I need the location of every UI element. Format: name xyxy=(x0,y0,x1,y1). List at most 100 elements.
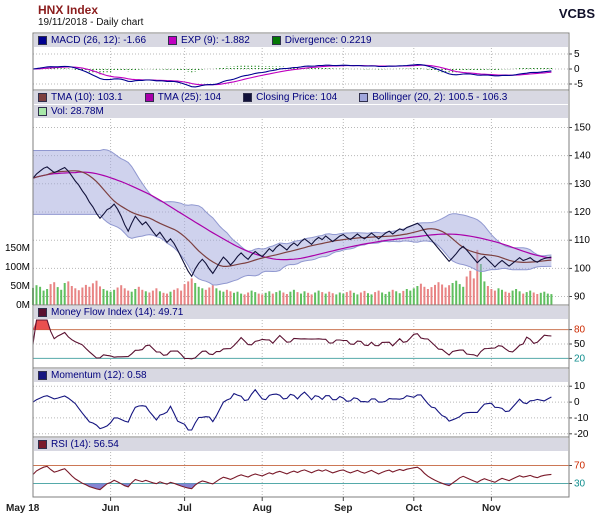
volume-bar xyxy=(352,292,355,305)
volume-bar xyxy=(81,287,84,305)
volume-bar xyxy=(303,291,306,305)
volume-bar xyxy=(321,292,324,305)
volume-bar xyxy=(296,292,299,305)
volume-bar xyxy=(451,283,454,305)
volume-bar xyxy=(49,284,52,305)
momentum-tick-label: -10 xyxy=(574,413,589,424)
volume-bar xyxy=(42,290,45,305)
volume-bar xyxy=(409,290,412,305)
volume-legend-item: Vol: 28.78M xyxy=(38,106,104,117)
volume-bar xyxy=(342,293,345,305)
volume-bar xyxy=(416,286,419,305)
volume-bar xyxy=(257,293,260,305)
macd-tick-label: 5 xyxy=(574,49,580,60)
tma25-legend-item: TMA (25): 104 xyxy=(144,92,222,103)
volume-bar xyxy=(95,280,98,305)
volume-bar xyxy=(441,284,444,305)
volume-bar xyxy=(497,288,500,305)
volume-bar xyxy=(102,289,105,305)
volume-bar xyxy=(225,289,228,305)
volume-bar xyxy=(370,294,373,305)
bollinger-legend-item: Bollinger (20, 2): 100.5 - 106.3 xyxy=(359,92,507,103)
volume-bar xyxy=(546,293,549,305)
volume-bar xyxy=(116,287,119,305)
month-label: Sep xyxy=(334,503,352,514)
volume-bar xyxy=(173,289,176,305)
volume-bar xyxy=(201,288,204,305)
volume-bar xyxy=(391,289,394,305)
volume-bar xyxy=(123,288,126,305)
volume-bar xyxy=(469,270,472,305)
momentum-tick-label: 10 xyxy=(574,381,586,392)
volume-bar xyxy=(504,291,507,305)
volume-bar xyxy=(359,292,362,305)
month-label: May 18 xyxy=(6,503,40,514)
volume-bar xyxy=(120,285,123,305)
close-line xyxy=(32,166,552,278)
volume-bar xyxy=(356,294,359,305)
price-tick-label: 130 xyxy=(574,179,591,190)
exp-swatch-icon xyxy=(168,36,178,45)
bollinger-swatch-icon xyxy=(359,93,369,102)
rsi-legend: RSI (14): 56.54 xyxy=(34,438,568,451)
volume-bar xyxy=(501,289,503,305)
volume-bar xyxy=(377,290,380,305)
volume-label: Vol: 28.78M xyxy=(51,106,104,117)
volume-bar xyxy=(532,292,535,305)
volume-bar xyxy=(381,292,384,305)
tma25-label: TMA (25): 104 xyxy=(157,92,222,103)
volume-bar xyxy=(187,281,190,305)
volume-bar xyxy=(106,290,109,305)
macd-tick-label: -5 xyxy=(574,79,583,90)
volume-bar xyxy=(91,283,94,305)
volume-bar xyxy=(88,286,91,305)
volume-bar xyxy=(148,292,151,305)
mfi-legend-item: Money Flow Index (14): 49.71 xyxy=(38,307,183,318)
volume-bar xyxy=(137,286,140,305)
volume-bar xyxy=(479,264,482,305)
volume-bar xyxy=(222,291,225,305)
tma10-label: TMA (10): 103.1 xyxy=(51,92,123,103)
momentum-legend-item: Momentum (12): 0.58 xyxy=(38,370,147,381)
volume-bar xyxy=(176,288,179,305)
volume-bar xyxy=(130,291,133,305)
rsi-tick-label: 30 xyxy=(574,479,586,490)
volume-bar xyxy=(70,286,73,305)
volume-bar xyxy=(462,286,465,305)
month-label: Oct xyxy=(406,503,423,514)
volume-bar xyxy=(77,290,80,305)
volume-bar xyxy=(314,292,317,305)
mfi-overbought-fill xyxy=(33,320,552,330)
price-tick-label: 100 xyxy=(574,263,591,274)
volume-bar xyxy=(437,282,440,305)
volume-bar xyxy=(99,286,101,305)
month-label: Jul xyxy=(177,503,192,514)
volume-bar xyxy=(208,287,211,305)
exp-label: EXP (9): -1.882 xyxy=(181,35,250,46)
volume-bar xyxy=(268,291,271,305)
volume-bar xyxy=(278,290,281,305)
momentum-tick-label: -20 xyxy=(574,429,589,440)
volume-bar xyxy=(374,292,377,305)
volume-bar xyxy=(109,291,112,305)
bollinger-lower-line xyxy=(33,213,552,286)
volume-bar xyxy=(518,291,521,305)
volume-bar xyxy=(60,289,63,305)
volume-bar xyxy=(317,290,320,305)
price-legend-row1: TMA (10): 103.1 TMA (25): 104 Closing Pr… xyxy=(34,91,568,104)
volume-bar xyxy=(465,276,468,305)
volume-bar xyxy=(190,278,193,305)
volume-bar xyxy=(543,291,546,305)
volume-bar xyxy=(194,283,197,305)
price-tick-label: 120 xyxy=(574,207,591,218)
volume-bar xyxy=(363,290,366,305)
volume-bar xyxy=(155,288,158,305)
volume-bar xyxy=(289,291,292,305)
volume-tick-label: 50M xyxy=(11,281,30,292)
macd-line xyxy=(32,64,552,88)
volume-bar xyxy=(180,290,183,305)
volume-bar xyxy=(261,294,264,305)
volume-bar xyxy=(448,285,451,305)
tma25-swatch-icon xyxy=(144,93,154,102)
